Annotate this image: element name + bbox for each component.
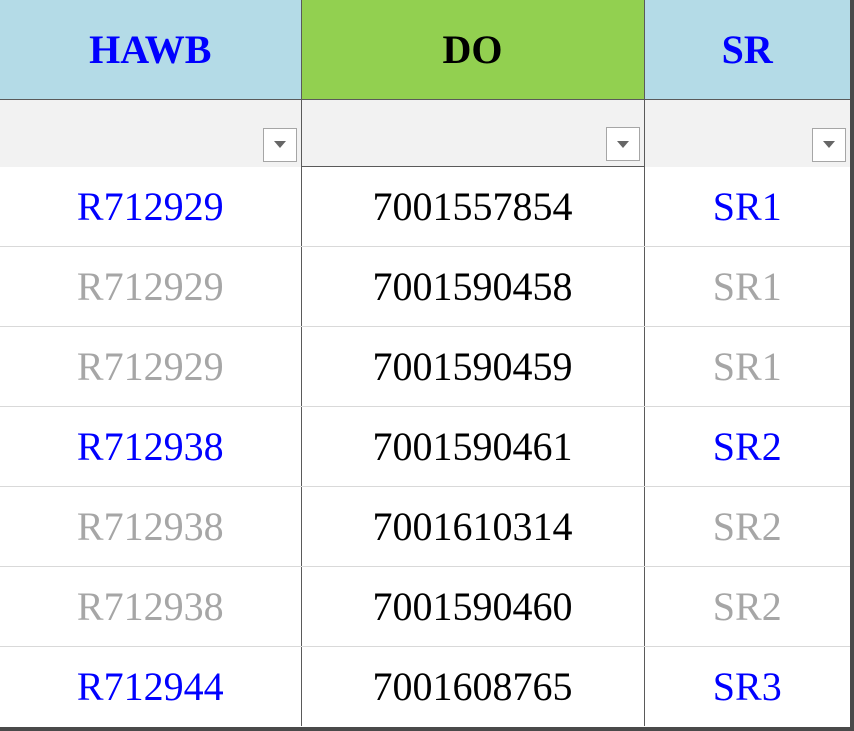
header-row: HAWB DO SR: [0, 0, 850, 100]
cell-hawb[interactable]: R712938: [0, 566, 302, 647]
cell-do[interactable]: 7001590458: [300, 246, 645, 327]
table-body: R712929 7001557854 SR1 R712929 7001590458 SR1…: [0, 166, 850, 726]
cell-sr[interactable]: SR2: [643, 486, 850, 567]
cell-sr[interactable]: SR1: [643, 326, 850, 407]
cell-hawb[interactable]: R712944: [0, 646, 302, 726]
cell-hawb[interactable]: R712938: [0, 486, 302, 567]
chevron-down-icon: [616, 140, 629, 148]
cell-sr[interactable]: SR1: [643, 166, 850, 247]
filter-cell-do: [300, 99, 645, 167]
filter-cell-sr: [643, 99, 850, 167]
cell-do[interactable]: 7001590461: [300, 406, 645, 487]
table-row: R712938 7001610314 SR2: [0, 486, 850, 567]
cell-hawb[interactable]: R712929: [0, 166, 302, 247]
cell-hawb[interactable]: R712929: [0, 246, 302, 327]
table-row: R712944 7001608765 SR3: [0, 646, 850, 726]
cell-do[interactable]: 7001608765: [300, 646, 645, 726]
cell-sr[interactable]: SR3: [643, 646, 850, 726]
filter-cell-hawb: [0, 99, 302, 167]
cell-sr[interactable]: SR2: [643, 406, 850, 487]
filter-dropdown-hawb[interactable]: [262, 127, 297, 162]
table-row: R712938 7001590461 SR2: [0, 406, 850, 487]
cell-do[interactable]: 7001590459: [300, 326, 645, 407]
cell-sr[interactable]: SR2: [643, 566, 850, 647]
chevron-down-icon: [823, 141, 835, 148]
table-row: R712938 7001590460 SR2: [0, 566, 850, 647]
column-header-hawb[interactable]: HAWB: [0, 0, 302, 100]
table-row: R712929 7001590459 SR1: [0, 326, 850, 407]
filter-row: [0, 99, 850, 167]
filter-dropdown-sr[interactable]: [812, 127, 846, 162]
cell-do[interactable]: 7001557854: [300, 166, 645, 247]
table-row: R712929 7001590458 SR1: [0, 246, 850, 327]
table-row: R712929 7001557854 SR1: [0, 166, 850, 247]
cell-do[interactable]: 7001610314: [300, 486, 645, 567]
cell-hawb[interactable]: R712938: [0, 406, 302, 487]
cell-hawb[interactable]: R712929: [0, 326, 302, 407]
chevron-down-icon: [273, 141, 286, 148]
cell-do[interactable]: 7001590460: [300, 566, 645, 647]
column-header-sr[interactable]: SR: [643, 0, 850, 100]
cell-sr[interactable]: SR1: [643, 246, 850, 327]
column-header-do[interactable]: DO: [300, 0, 645, 100]
filter-dropdown-do[interactable]: [605, 127, 640, 161]
